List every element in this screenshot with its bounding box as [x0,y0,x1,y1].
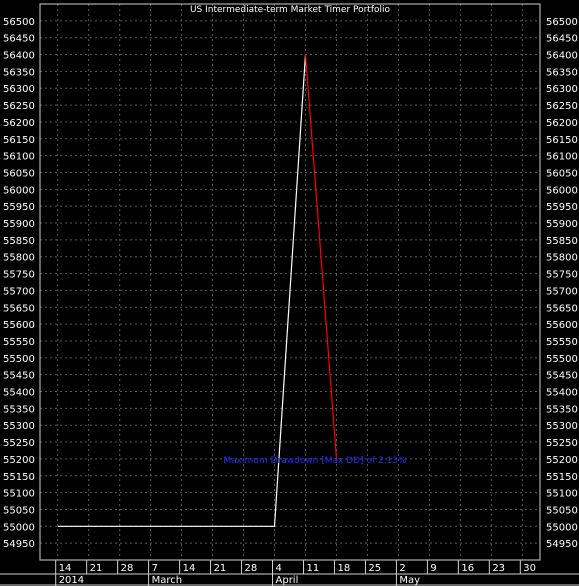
x-tick-label: 28 [121,563,134,574]
y-tick-label-left: 56300 [3,84,35,95]
y-tick-label-right: 55400 [546,388,578,399]
x-month-label: 2014 [59,575,84,586]
plot-frame [39,3,541,561]
y-tick-label-left: 56450 [3,34,35,45]
x-axis: 14 21 28 7 14 21 28 4 11 18 25 2 9 16 23 30 2014 March Apr… [0,560,579,586]
y-tick-label-left: 55450 [3,371,35,382]
y-tick-label-right: 56100 [546,152,578,163]
y-tick-label-left: 55350 [3,404,35,415]
x-tick-label: 21 [214,563,227,574]
grid-layer [40,4,540,560]
y-tick-label-left: 55850 [3,236,35,247]
y-tick-label-left: 56100 [3,152,35,163]
y-tick-label-right: 55250 [546,438,578,449]
y-tick-label-right: 55450 [546,371,578,382]
y-tick-label-right: 55100 [546,489,578,500]
y-tick-label-right: 56500 [546,17,578,28]
y-tick-label-left: 55700 [3,286,35,297]
x-tick-label: 21 [90,563,103,574]
y-tick-label-left: 55550 [3,337,35,348]
y-tick-label-left: 55600 [3,320,35,331]
x-tick-label: 28 [245,563,258,574]
y-tick-label-left: 55250 [3,438,35,449]
y-tick-label-left: 56250 [3,101,35,112]
y-tick-label-right: 55300 [546,421,578,432]
x-tick-label: 11 [306,563,319,574]
x-month-label: March [152,575,182,586]
y-tick-label-left: 54950 [3,539,35,550]
series-layer [57,54,338,527]
y-tick-label-right: 55050 [546,505,578,516]
y-tick-label-right: 55850 [546,236,578,247]
y-tick-label-right: 56000 [546,185,578,196]
x-tick-label: 2 [399,563,405,574]
y-tick-label-right: 55350 [546,404,578,415]
y-tick-label-right: 55550 [546,337,578,348]
x-tick-label: 16 [461,563,474,574]
chart-title: US Intermediate-term Market Timer Portfo… [190,5,391,15]
y-tick-label-right: 56150 [546,135,578,146]
y-tick-label-left: 55200 [3,455,35,466]
y-tick-label-right: 55600 [546,320,578,331]
y-tick-label-right: 55700 [546,286,578,297]
y-tick-label-left: 55050 [3,505,35,516]
series-line-1 [304,54,338,459]
x-tick-label: 9 [430,563,436,574]
y-tick-label-right: 56300 [546,84,578,95]
y-tick-label-left: 55900 [3,219,35,230]
y-tick-label-left: 56200 [3,118,35,129]
y-tick-label-right: 56250 [546,101,578,112]
y-axis-left: 54950 55000 55050 55100 55150 55200 55250 55300… [3,17,35,550]
y-tick-label-left: 56050 [3,168,35,179]
y-tick-label-right: 54950 [546,539,578,550]
x-tick-label: 25 [368,563,381,574]
y-tick-label-right: 55800 [546,253,578,264]
y-tick-label-left: 55000 [3,522,35,533]
y-tick-label-left: 56350 [3,67,35,78]
y-tick-label-left: 55150 [3,472,35,483]
x-month-label: April [276,575,299,586]
y-tick-label-left: 56000 [3,185,35,196]
x-tick-label: 4 [276,563,282,574]
y-tick-label-left: 55500 [3,354,35,365]
y-tick-label-left: 56500 [3,17,35,28]
y-tick-label-right: 55650 [546,303,578,314]
x-month-label: May [399,575,420,586]
x-tick-label: 7 [152,563,158,574]
y-tick-label-right: 55000 [546,522,578,533]
y-tick-label-right: 55200 [546,455,578,466]
y-tick-label-right: 55900 [546,219,578,230]
y-tick-label-right: 56450 [546,34,578,45]
y-tick-label-left: 56150 [3,135,35,146]
x-tick-label: 14 [59,563,72,574]
x-tick-label: 23 [492,563,505,574]
y-tick-label-right: 55150 [546,472,578,483]
y-tick-label-right: 56050 [546,168,578,179]
y-tick-label-right: 55950 [546,202,578,213]
x-tick-label: 30 [523,563,536,574]
y-tick-label-left: 55300 [3,421,35,432]
y-tick-label-right: 55500 [546,354,578,365]
max-drawdown-annotation: Maximum Drawdown [Max DD] of 2.13% [223,456,407,466]
series-line-0 [57,54,307,527]
y-tick-label-right: 55750 [546,270,578,281]
y-tick-label-left: 55400 [3,388,35,399]
y-tick-label-left: 55650 [3,303,35,314]
y-tick-label-right: 56350 [546,67,578,78]
y-axis-right: 54950 55000 55050 55100 55150 55200 55250 55300… [546,17,578,550]
y-tick-label-left: 55750 [3,270,35,281]
x-tick-label: 18 [337,563,350,574]
x-tick-label: 14 [183,563,196,574]
y-tick-label-left: 56400 [3,51,35,62]
y-tick-label-right: 56200 [546,118,578,129]
y-tick-label-left: 55100 [3,489,35,500]
y-tick-label-right: 56400 [546,51,578,62]
y-tick-label-left: 55950 [3,202,35,213]
y-tick-label-left: 55800 [3,253,35,264]
